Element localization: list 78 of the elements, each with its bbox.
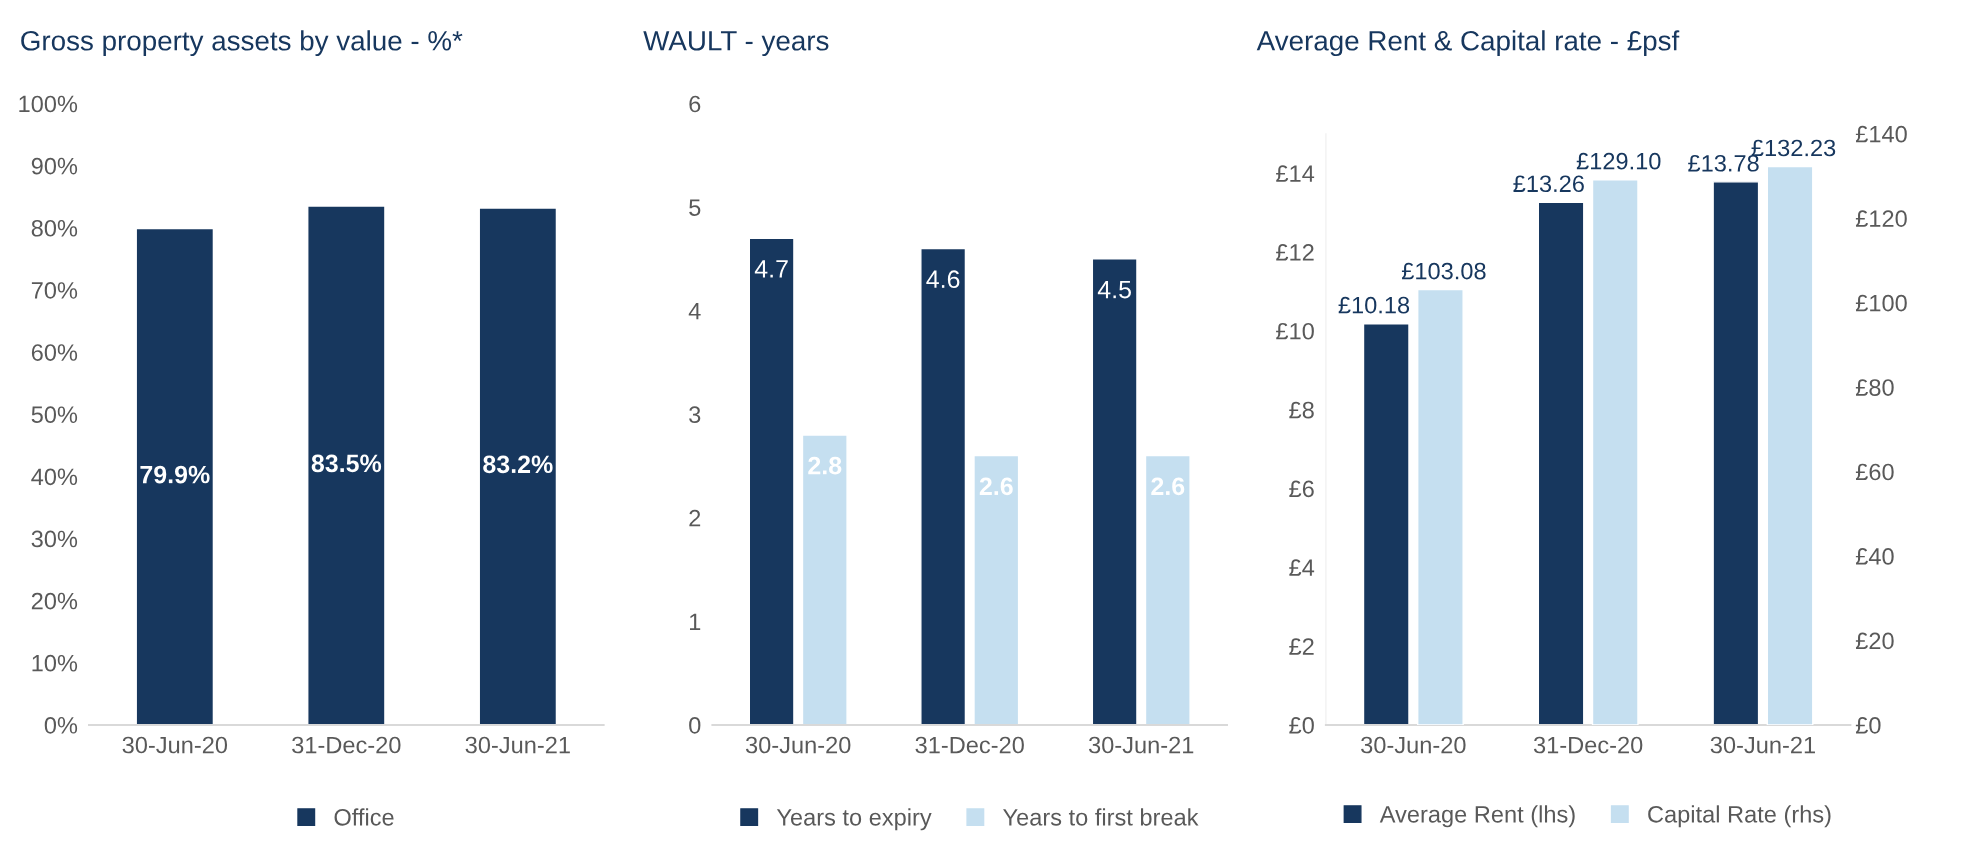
- y2-tick-label: £80: [1855, 379, 1894, 396]
- x-tick-label: 30-Jun-21: [1088, 736, 1194, 754]
- y-tick-label: £2: [1289, 638, 1314, 655]
- bar: [1144, 454, 1191, 725]
- x-tick-label: 31-Dec-20: [292, 736, 401, 754]
- bar: [1362, 323, 1410, 725]
- data-label: £13.26: [1513, 175, 1584, 193]
- y-tick-label: 3: [689, 406, 701, 424]
- data-label: 2.6: [979, 477, 1013, 496]
- x-tick-label: 30-Jun-21: [1710, 736, 1815, 754]
- y-tick-label: 1: [690, 613, 701, 630]
- y-tick-label: £4: [1289, 559, 1315, 576]
- y2-tick-label: £60: [1855, 463, 1894, 481]
- data-label: £10.18: [1338, 296, 1410, 314]
- chart-title: Average Rent & Capital rate - £psf: [1256, 30, 1680, 57]
- bar: [1417, 288, 1464, 725]
- data-label: £129.10: [1576, 152, 1661, 170]
- x-tick-label: 30-Jun-20: [1361, 736, 1466, 754]
- x-tick-label: 31-Dec-20: [1533, 736, 1643, 754]
- y-tick-label: 5: [689, 199, 701, 216]
- bar: [1591, 179, 1639, 725]
- bar: [973, 454, 1020, 725]
- x-tick-label: 30-Jun-21: [465, 736, 570, 754]
- legend-label: Average Rent (lhs): [1379, 805, 1575, 828]
- y2-tick-label: £120: [1855, 210, 1907, 227]
- bar: [801, 434, 848, 725]
- y-tick-label: 70%: [31, 282, 78, 299]
- data-label: £132.23: [1751, 139, 1836, 157]
- y-tick-label: 2: [689, 509, 701, 527]
- y-tick-label: £14: [1276, 165, 1315, 182]
- data-label: £13.78: [1688, 154, 1759, 172]
- y-tick-label: £0: [1289, 716, 1314, 734]
- bar: [748, 237, 795, 725]
- x-tick-label: 30-Jun-20: [745, 736, 851, 754]
- y-tick-label: £6: [1289, 480, 1314, 498]
- y-tick-label: 30%: [31, 530, 78, 548]
- y-tick-label: 6: [689, 95, 701, 113]
- y2-tick-label: £100: [1855, 294, 1907, 312]
- x-tick-label: 30-Jun-20: [122, 736, 228, 754]
- y-tick-label: 40%: [31, 468, 78, 486]
- data-label: 4.5: [1097, 280, 1131, 299]
- y-tick-label: £8: [1289, 401, 1314, 419]
- y2-tick-label: £0: [1855, 716, 1881, 734]
- y-tick-label: 10%: [32, 654, 78, 672]
- y-tick-label: 50%: [31, 406, 78, 424]
- bar: [1091, 258, 1138, 725]
- bar: [920, 247, 967, 725]
- y2-tick-label: £40: [1855, 548, 1894, 565]
- legend-label: Years to first break: [1003, 808, 1199, 826]
- legend-label: Office: [334, 808, 394, 826]
- data-label: 2.6: [1151, 477, 1185, 496]
- y-tick-label: £12: [1276, 244, 1314, 261]
- y-tick-label: 100%: [19, 95, 78, 113]
- data-label: 83.5%: [311, 454, 382, 473]
- y-tick-label: £10: [1276, 322, 1314, 340]
- y-tick-label: 0: [689, 716, 701, 734]
- data-label: 2.8: [808, 456, 842, 475]
- y-tick-label: 4: [688, 302, 701, 320]
- chart-title: Gross property assets by value - %*: [21, 30, 463, 57]
- y-tick-label: 60%: [31, 344, 78, 361]
- data-label: 4.6: [926, 270, 960, 289]
- y-tick-label: 80%: [31, 219, 78, 237]
- bar: [1712, 181, 1760, 725]
- y2-tick-label: £20: [1855, 632, 1894, 650]
- legend-label: Years to expiry: [776, 808, 932, 831]
- data-label: 83.2%: [483, 455, 553, 474]
- y2-tick-label: £140: [1855, 125, 1907, 143]
- legend-label: Capital Rate (rhs): [1648, 805, 1831, 828]
- chart-title: WAULT - years: [643, 31, 829, 57]
- data-label: £103.08: [1401, 262, 1486, 280]
- x-tick-label: 31-Dec-20: [915, 736, 1024, 754]
- data-label: 79.9%: [140, 465, 210, 484]
- y-tick-label: 20%: [31, 592, 78, 610]
- bar: [1766, 165, 1814, 725]
- data-label: 4.7: [754, 260, 788, 278]
- y-tick-label: 90%: [31, 157, 78, 175]
- bar: [1537, 201, 1585, 725]
- y-tick-label: 0%: [44, 716, 78, 734]
